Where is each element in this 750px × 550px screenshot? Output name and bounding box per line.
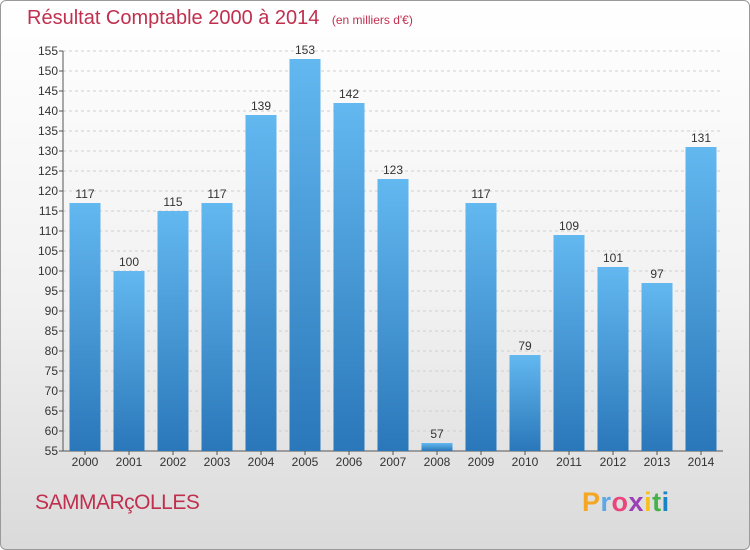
y-tick-label: 80 xyxy=(45,344,59,358)
y-tick-label: 145 xyxy=(38,84,58,98)
chart-title-row: Résultat Comptable 2000 à 2014 (en milli… xyxy=(27,7,413,30)
y-tick-label: 140 xyxy=(38,104,58,118)
bar xyxy=(421,443,453,451)
data-label: 117 xyxy=(75,187,94,201)
data-label: 57 xyxy=(430,427,444,441)
logo-letter: x xyxy=(628,487,645,517)
bar xyxy=(245,115,277,451)
data-label: 97 xyxy=(650,267,664,281)
x-tick-label: 2011 xyxy=(556,455,582,469)
logo-letter: r xyxy=(600,487,612,517)
y-tick-label: 75 xyxy=(45,364,59,378)
x-tick-label: 2002 xyxy=(160,455,187,469)
x-tick-label: 2005 xyxy=(292,455,319,469)
x-tick-label: 2001 xyxy=(116,455,143,469)
chart-title: Résultat Comptable 2000 à 2014 xyxy=(27,7,320,29)
bar xyxy=(113,271,145,451)
bar xyxy=(201,203,233,451)
y-tick-label: 125 xyxy=(38,164,58,178)
y-tick-label: 130 xyxy=(38,144,58,158)
x-tick-label: 2012 xyxy=(600,455,627,469)
y-tick-label: 55 xyxy=(45,444,59,458)
logo-letter: P xyxy=(582,487,601,517)
bar xyxy=(685,147,717,451)
y-tick-label: 135 xyxy=(38,124,58,138)
x-tick-label: 2014 xyxy=(688,455,715,469)
bar xyxy=(509,355,541,451)
y-tick-label: 105 xyxy=(38,244,58,258)
x-tick-label: 2007 xyxy=(380,455,407,469)
y-tick-label: 150 xyxy=(38,64,58,78)
data-label: 123 xyxy=(383,163,403,177)
logo-letter: i xyxy=(644,487,653,517)
data-label: 142 xyxy=(339,87,359,101)
x-tick-label: 2010 xyxy=(512,455,539,469)
data-label: 131 xyxy=(691,131,711,145)
y-tick-label: 65 xyxy=(45,404,59,418)
bar xyxy=(597,267,629,451)
x-tick-label: 2008 xyxy=(424,455,451,469)
data-label: 101 xyxy=(603,251,623,265)
y-tick-label: 70 xyxy=(45,384,59,398)
data-label: 139 xyxy=(251,99,271,113)
logo-letter: i xyxy=(661,487,670,517)
bar xyxy=(465,203,497,451)
y-tick-label: 100 xyxy=(38,264,58,278)
data-label: 109 xyxy=(559,219,579,233)
logo-letter: o xyxy=(611,487,629,517)
y-tick-label: 90 xyxy=(45,304,59,318)
y-tick-label: 60 xyxy=(45,424,59,438)
bar xyxy=(333,103,365,451)
x-tick-label: 2000 xyxy=(72,455,99,469)
proxiti-logo: Proxiti xyxy=(582,487,670,518)
x-tick-label: 2006 xyxy=(336,455,363,469)
y-tick-label: 110 xyxy=(39,224,58,238)
data-label: 100 xyxy=(119,255,139,269)
bar xyxy=(553,235,585,451)
x-tick-label: 2009 xyxy=(468,455,495,469)
x-tick-label: 2003 xyxy=(204,455,231,469)
commune-name: SAMMARçOLLES xyxy=(35,491,200,514)
data-label: 117 xyxy=(471,187,490,201)
data-label: 79 xyxy=(518,339,532,353)
logo-letter: t xyxy=(652,487,662,517)
data-label: 117 xyxy=(207,187,226,201)
y-tick-label: 155 xyxy=(38,44,58,58)
x-tick-label: 2013 xyxy=(644,455,671,469)
bar xyxy=(377,179,409,451)
y-tick-label: 85 xyxy=(45,324,59,338)
y-tick-label: 95 xyxy=(45,284,59,298)
y-tick-label: 120 xyxy=(38,184,58,198)
bar xyxy=(641,283,673,451)
chart-subtitle: (en milliers d'€) xyxy=(331,13,413,27)
data-label: 115 xyxy=(163,195,182,209)
bar xyxy=(69,203,101,451)
y-tick-label: 115 xyxy=(39,204,58,218)
bar xyxy=(289,59,321,451)
bar xyxy=(157,211,189,451)
data-label: 153 xyxy=(295,43,315,57)
x-tick-label: 2004 xyxy=(248,455,275,469)
